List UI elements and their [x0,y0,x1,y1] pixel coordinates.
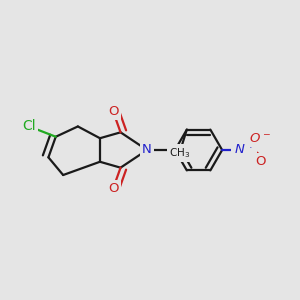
Text: $O^-$: $O^-$ [250,132,271,145]
Text: $N^+$: $N^+$ [234,142,255,158]
Text: O: O [255,155,266,168]
Text: O: O [108,105,119,118]
Text: CH$_3$: CH$_3$ [169,146,190,160]
Text: N: N [142,143,152,157]
Text: Cl: Cl [22,119,36,134]
Text: O: O [108,182,119,195]
